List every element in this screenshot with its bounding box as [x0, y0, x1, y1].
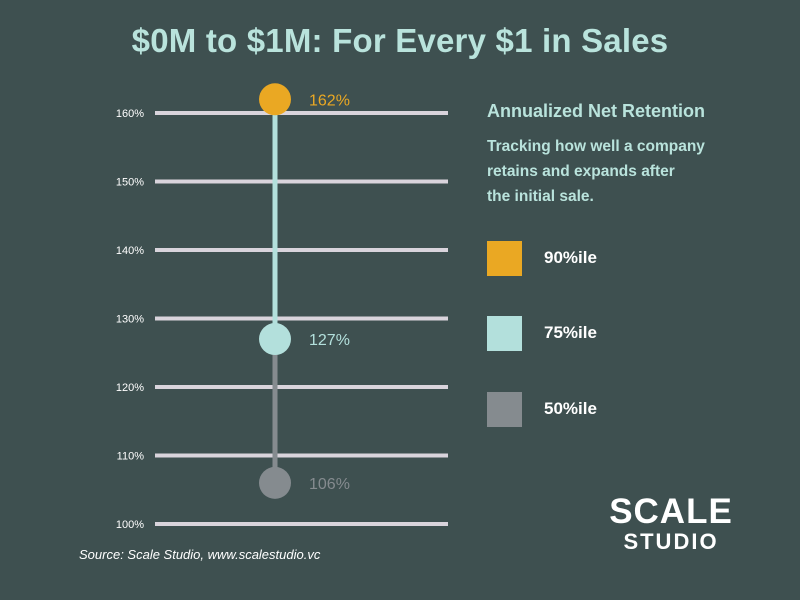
legend-description: Tracking how well a company retains and … — [487, 138, 705, 205]
dot-50%ile — [259, 466, 291, 499]
scale-studio-logo: SCALE STUDIO — [608, 494, 734, 554]
legend-swatch-75 — [487, 316, 522, 351]
logo-line-2: STUDIO — [623, 529, 719, 554]
source-note: Source: Scale Studio, www.scalestudio.vc — [79, 547, 321, 562]
y-tick-label-160: 160% — [116, 108, 144, 120]
legend-swatch-50 — [487, 392, 522, 427]
legend-label-75: 75%ile — [544, 323, 597, 342]
legend-title: Annualized Net Retention — [487, 101, 706, 121]
y-tick-label-100: 100% — [116, 519, 144, 531]
value-label-75%ile: 127% — [309, 332, 350, 349]
y-tick-label-110: 110% — [117, 451, 145, 463]
legend-label-90: 90%ile — [544, 248, 597, 267]
y-tick-label-150: 150% — [116, 177, 144, 189]
dot-75%ile — [259, 323, 291, 356]
dot-90%ile — [259, 83, 291, 116]
y-tick-label-140: 140% — [116, 245, 144, 257]
y-tick-label-130: 130% — [116, 314, 144, 326]
value-label-50%ile: 106% — [309, 476, 350, 493]
y-tick-label-120: 120% — [116, 382, 144, 394]
legend-label-50: 50%ile — [544, 399, 597, 418]
logo-line-1: SCALE — [609, 492, 733, 531]
legend-swatch-90 — [487, 241, 522, 276]
value-label-90%ile: 162% — [309, 92, 350, 109]
chart-title: $0M to $1M: For Every $1 in Sales — [131, 22, 669, 59]
